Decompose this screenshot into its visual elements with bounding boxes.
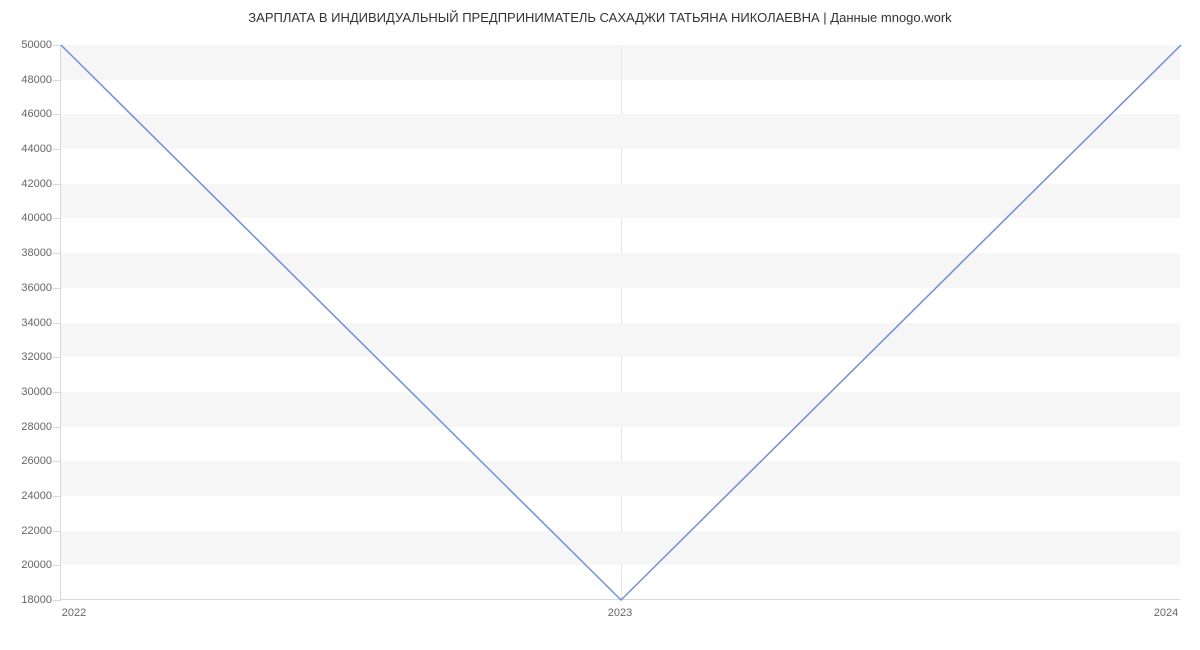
y-axis-label: 44000 xyxy=(21,143,52,155)
y-tick xyxy=(53,218,61,219)
x-axis-label: 2022 xyxy=(62,607,86,619)
y-axis-label: 20000 xyxy=(21,559,52,571)
chart-area: 1800020000220002400026000280003000032000… xyxy=(60,45,1180,600)
x-axis-label: 2023 xyxy=(608,607,632,619)
y-tick xyxy=(53,114,61,115)
y-axis-label: 22000 xyxy=(21,525,52,537)
y-axis-label: 48000 xyxy=(21,74,52,86)
plot-area xyxy=(60,45,1180,600)
line-layer xyxy=(61,45,1181,600)
y-tick xyxy=(53,496,61,497)
y-axis-label: 40000 xyxy=(21,212,52,224)
y-tick xyxy=(53,461,61,462)
y-tick xyxy=(53,323,61,324)
y-tick xyxy=(53,184,61,185)
y-axis-label: 32000 xyxy=(21,351,52,363)
y-axis-label: 36000 xyxy=(21,282,52,294)
y-axis-label: 46000 xyxy=(21,108,52,120)
series-line-salary xyxy=(61,45,1181,600)
y-axis-label: 42000 xyxy=(21,178,52,190)
y-tick xyxy=(53,149,61,150)
y-tick xyxy=(53,531,61,532)
chart-title: ЗАРПЛАТА В ИНДИВИДУАЛЬНЫЙ ПРЕДПРИНИМАТЕЛ… xyxy=(0,0,1200,25)
y-axis-label: 24000 xyxy=(21,490,52,502)
y-tick xyxy=(53,427,61,428)
y-tick xyxy=(53,357,61,358)
y-axis-label: 26000 xyxy=(21,455,52,467)
y-axis-label: 30000 xyxy=(21,386,52,398)
y-tick xyxy=(53,288,61,289)
y-axis-label: 18000 xyxy=(21,594,52,606)
y-axis-label: 34000 xyxy=(21,317,52,329)
y-tick xyxy=(53,45,61,46)
y-axis-label: 38000 xyxy=(21,247,52,259)
x-axis-label: 2024 xyxy=(1154,607,1178,619)
y-tick xyxy=(53,80,61,81)
y-axis-label: 28000 xyxy=(21,421,52,433)
y-tick xyxy=(53,600,61,601)
y-axis-label: 50000 xyxy=(21,39,52,51)
y-tick xyxy=(53,253,61,254)
y-tick xyxy=(53,392,61,393)
y-tick xyxy=(53,565,61,566)
